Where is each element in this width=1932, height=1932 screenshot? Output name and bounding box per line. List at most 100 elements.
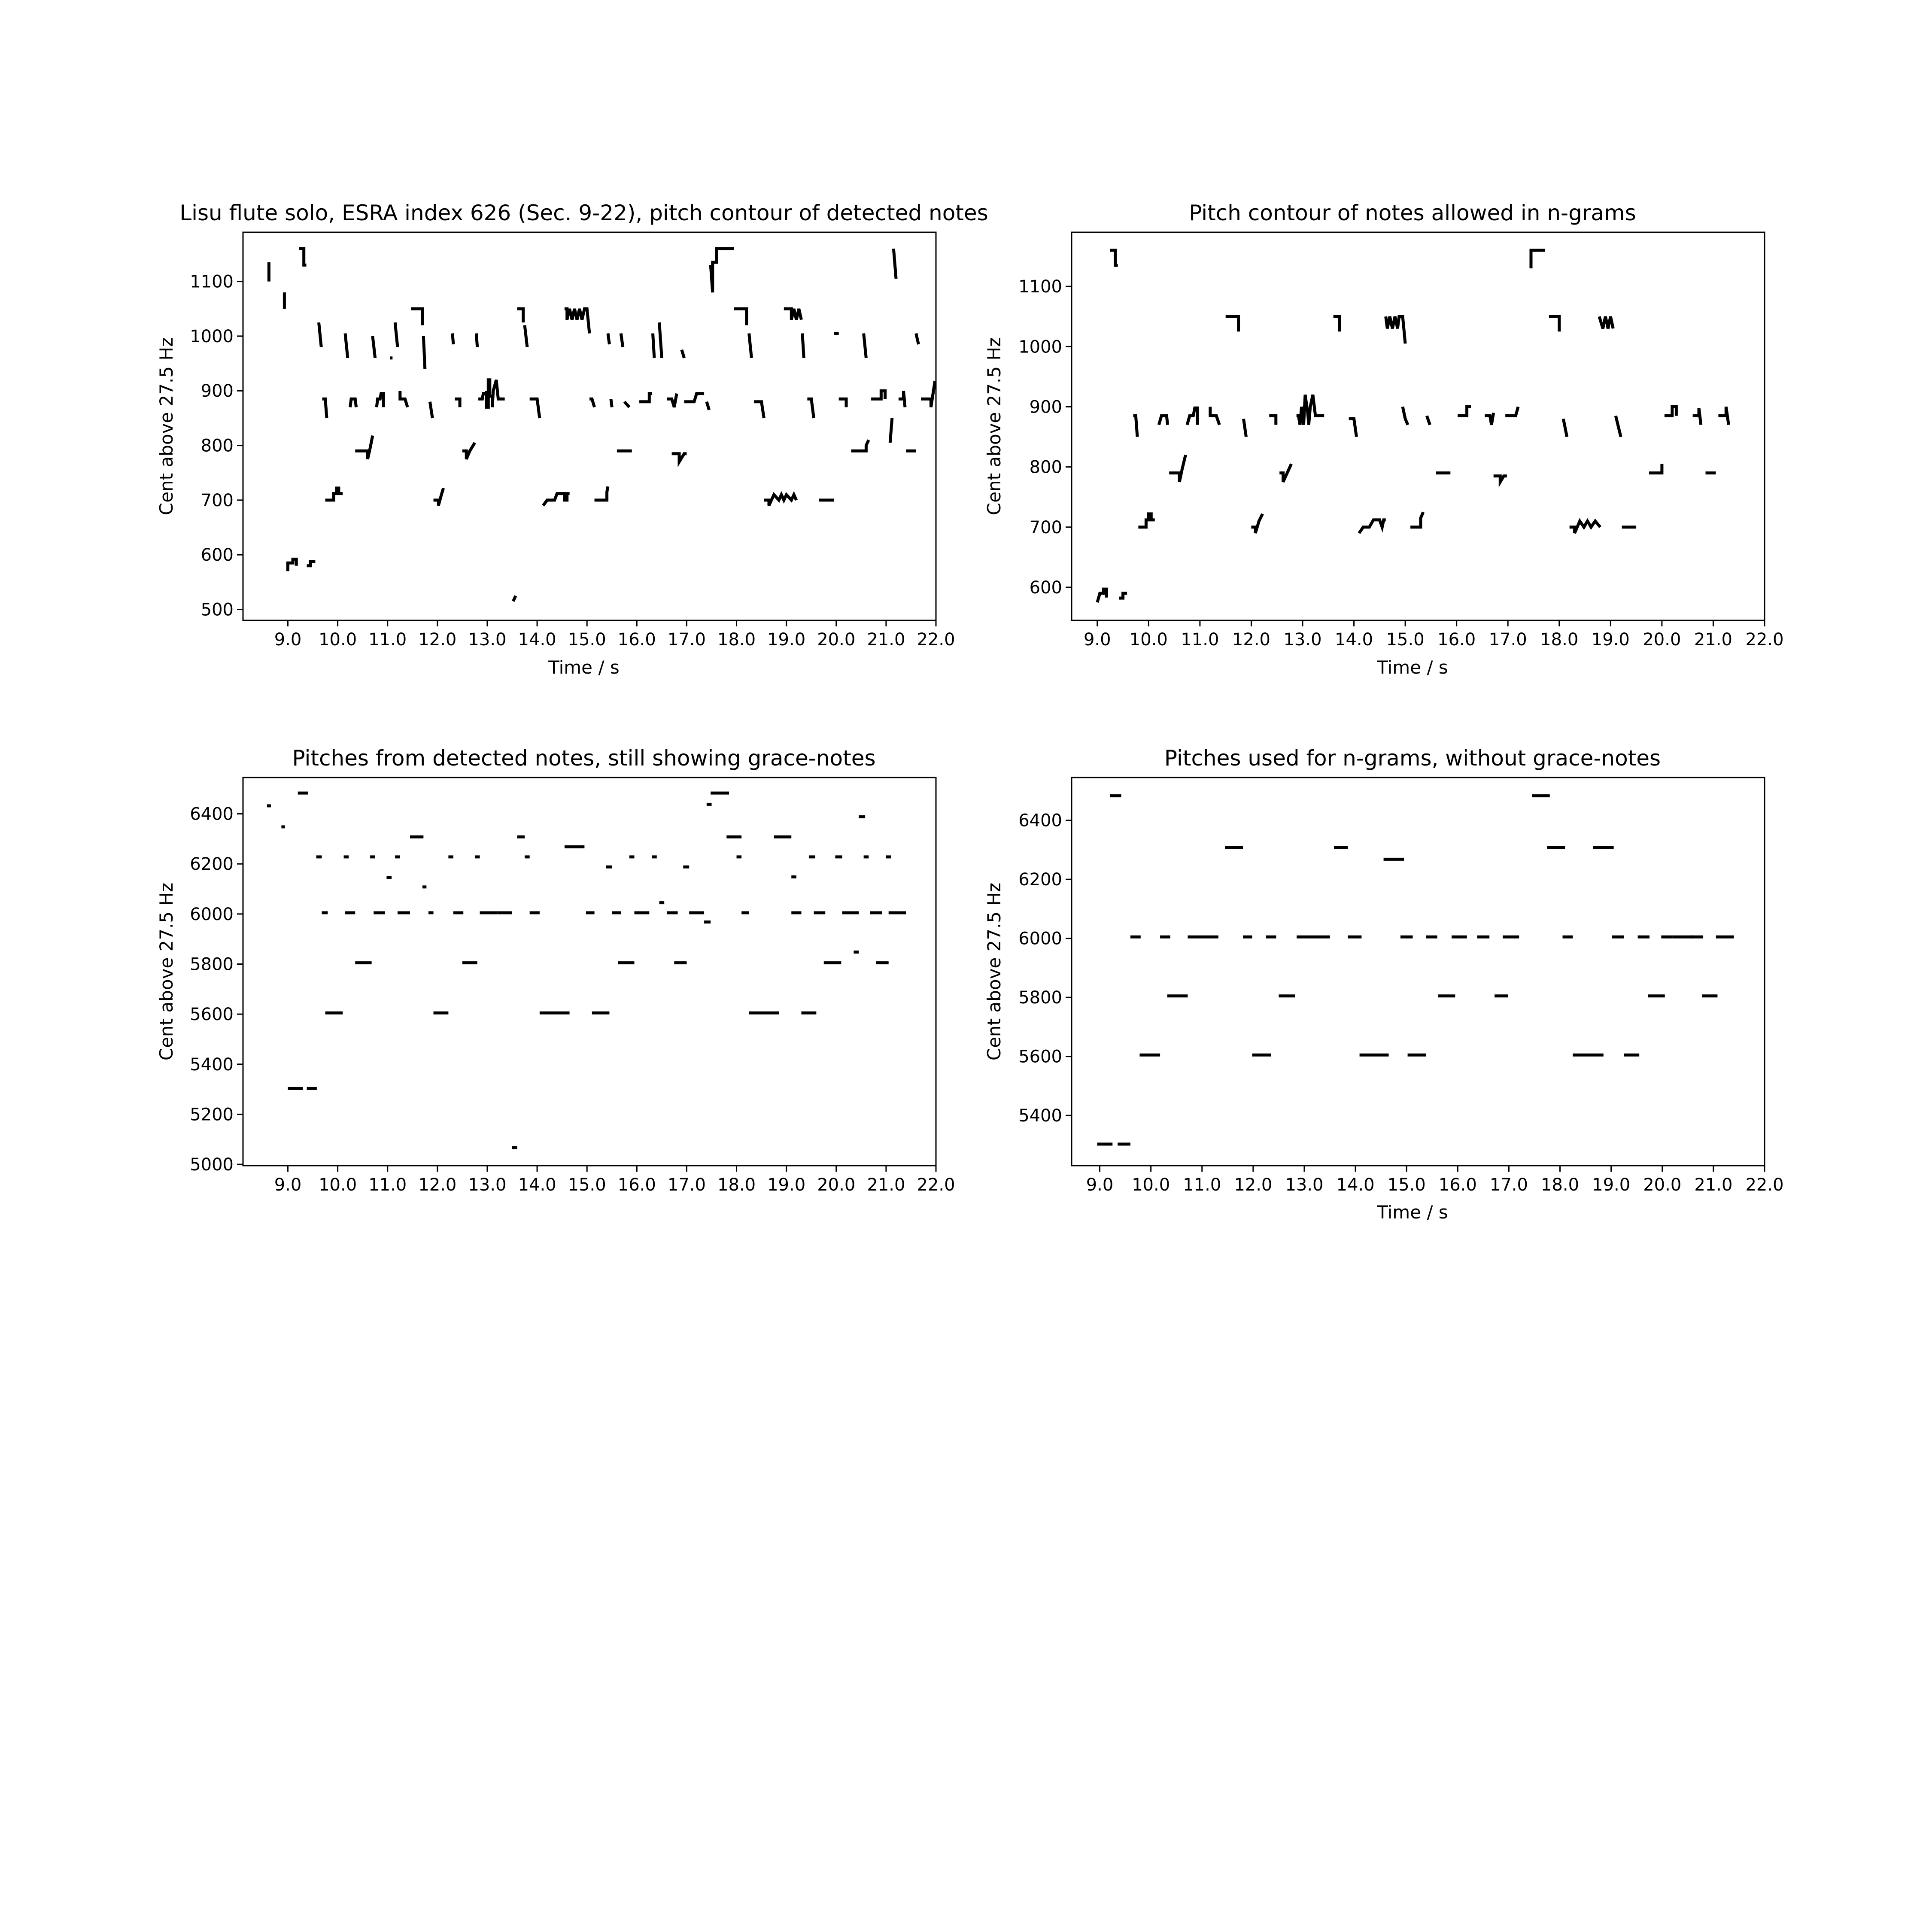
panel-top-right-contour-line [1598, 316, 1615, 329]
panel-top-left-contour-line [299, 247, 307, 267]
panel-bottom-right-xtick-label: 9.0 [1086, 1175, 1114, 1195]
panel-top-right-contour-line [1649, 464, 1664, 475]
panel-top-right-contour-line [1333, 315, 1341, 332]
panel-bottom-left-xtick-label: 10.0 [319, 1175, 357, 1195]
panel-top-left-contour-line [428, 401, 434, 419]
panel-top-left-contour-line [286, 557, 298, 571]
panel-top-right-ytick-label: 800 [1030, 458, 1062, 477]
panel-bottom-right-xtick-label: 19.0 [1592, 1175, 1630, 1195]
panel-top-left-contour-line [462, 442, 476, 460]
panel-top-left-xtick-label: 18.0 [717, 630, 756, 650]
panel-top-right-contour-line [1401, 406, 1410, 425]
panel-top-right-ylabel: Cent above 27.5 Hz [984, 337, 1005, 515]
panel-bottom-left-ylabel: Cent above 27.5 Hz [156, 883, 177, 1060]
panel-top-left-contour-line [619, 333, 625, 347]
panel-top-left-contour-line [564, 307, 591, 334]
panel-top-left-contour-line [639, 392, 652, 404]
panel-top-right-xtick-label: 9.0 [1084, 630, 1111, 650]
panel-top-left-ytick-label: 1100 [190, 272, 234, 292]
panel-top-left-contour-line [871, 389, 887, 401]
panel-top-left-xtick-label: 21.0 [867, 630, 905, 650]
panel-top-right-frame [1071, 231, 1765, 621]
panel-top-right-contour-line [1718, 406, 1730, 425]
panel-top-left-contour-line [705, 401, 711, 410]
panel-bottom-right-xtick-label: 17.0 [1490, 1175, 1528, 1195]
panel-bottom-right-xtick-label: 15.0 [1388, 1175, 1426, 1195]
panel-top-left-contour-line [709, 247, 734, 293]
panel-bottom-left-xtick-label: 13.0 [468, 1175, 506, 1195]
panel-top-right-contour-line [1225, 315, 1240, 332]
panel-top-left-contour-line [349, 397, 358, 407]
panel-top-left-xtick-label: 22.0 [917, 630, 955, 650]
panel-top-left-contour-line [317, 322, 323, 347]
panel-bottom-left-xtick-label: 9.0 [274, 1175, 302, 1195]
panel-top-left-xtick-label: 19.0 [767, 630, 805, 650]
panel-top-right-xtick-label: 14.0 [1335, 630, 1373, 650]
panel-top-left-contour-line [343, 333, 349, 358]
panel-top-right-ytick-label: 1000 [1018, 337, 1062, 357]
panel-top-right-contour-line [1692, 407, 1703, 425]
panel-bottom-left-xtick-label: 15.0 [568, 1175, 606, 1195]
panel-top-left-contour-line [371, 336, 377, 358]
panel-bottom-left-xtick-label: 12.0 [418, 1175, 456, 1195]
panel-top-right-contour-line [1569, 518, 1602, 534]
panel-top-left-contour-line [658, 322, 663, 358]
panel-top-right-contour-line [1169, 454, 1187, 483]
panel-bottom-right-xtick-label: 12.0 [1234, 1175, 1272, 1195]
panel-top-left-xtick-label: 9.0 [274, 630, 302, 650]
panel-top-left-contour-line [523, 325, 529, 347]
panel-top-left-contour-line [851, 439, 870, 453]
panel-bottom-left-xtick-label: 18.0 [717, 1175, 756, 1195]
panel-top-left-contour-line [898, 390, 907, 407]
panel-top-right-xtick-label: 16.0 [1437, 630, 1476, 650]
panel-top-left-ytick-label: 600 [201, 545, 234, 565]
panel-top-left-contour-line [529, 397, 541, 419]
panel-top-right-contour-line [1279, 463, 1293, 483]
panel-top-right-marks [1096, 249, 1730, 603]
panel-top-left-xtick-label: 13.0 [468, 630, 506, 650]
panel-bottom-left-ytick-label: 5400 [190, 1055, 234, 1075]
panel-top-left-contour-line [609, 398, 614, 407]
panel-top-left-contour-line [801, 333, 805, 358]
panel-bottom-right-ytick-label: 5600 [1018, 1047, 1062, 1067]
panel-top-right-contour-line [1664, 405, 1678, 417]
panel-top-left-title: Lisu flute solo, ESRA index 626 (Sec. 9-… [179, 200, 988, 225]
panel-top-left-contour-line [764, 491, 798, 507]
panel-top-left-xtick-label: 16.0 [618, 630, 656, 650]
panel-top-right-contour-line [1425, 415, 1431, 425]
panel-bottom-left-ytick-label: 6400 [190, 805, 234, 824]
panel-top-right-xtick-label: 15.0 [1386, 630, 1425, 650]
panel-top-left-contour-line [623, 401, 631, 408]
panel-top-left-contour-line [433, 487, 445, 506]
panel-bottom-left-ytick-label: 5200 [190, 1105, 234, 1124]
panel-bottom-left-xtick-label: 21.0 [867, 1175, 905, 1195]
panel-top-right-xtick-label: 10.0 [1130, 630, 1168, 650]
panel-top-left-contour-line [807, 397, 815, 419]
panel-top-left-contour-line [512, 595, 517, 602]
panel-bottom-right-xtick-label: 10.0 [1132, 1175, 1170, 1195]
panel-bottom-left-ticks: 9.0 10.0 11.0 12.0 13.0 14.0 15.0 16.0 17.0 18.0 1… [190, 805, 955, 1195]
panel-top-right-xlabel: Time / s [1376, 657, 1448, 678]
panel-top-right-xtick-label: 20.0 [1643, 630, 1681, 650]
panel-top-left-xlabel: Time / s [548, 657, 620, 678]
panel-top-left-contour-line [784, 307, 803, 320]
panel-top-left-xtick-label: 14.0 [518, 630, 556, 650]
panel-top-left-contour-line [734, 307, 748, 325]
panel-top-left-ytick-label: 900 [201, 381, 234, 401]
panel-top-left: Lisu flute solo, ESRA index 626 (Sec. 9-… [156, 200, 988, 678]
panel-top-left-contour-line [411, 307, 424, 325]
panel-top-left-contour-line [474, 333, 479, 347]
panel-top-right-xtick-label: 22.0 [1745, 630, 1783, 650]
panel-bottom-left-xtick-label: 17.0 [668, 1175, 706, 1195]
panel-bottom-right-ylabel: Cent above 27.5 Hz [984, 883, 1005, 1060]
panel-bottom-right-xtick-label: 13.0 [1285, 1175, 1323, 1195]
panel-bottom-left-xtick-label: 20.0 [817, 1175, 855, 1195]
panel-top-left-xtick-label: 11.0 [368, 630, 407, 650]
panel-bottom-right-xtick-label: 22.0 [1745, 1175, 1783, 1195]
panel-top-left-contour-line [651, 333, 656, 358]
panel-top-right-contour-line [1133, 414, 1139, 437]
panel-top-right-contour-line [1242, 419, 1248, 437]
panel-bottom-left-ytick-label: 6000 [190, 905, 234, 924]
panel-top-right-contour-line [1410, 511, 1425, 529]
panel-top-left-ytick-label: 500 [201, 600, 234, 620]
